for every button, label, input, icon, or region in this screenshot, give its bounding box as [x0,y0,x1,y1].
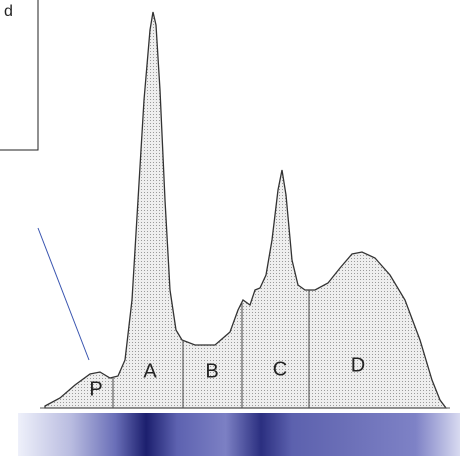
density-trace [45,12,446,408]
callout-text: d [4,3,13,20]
region-label: C [273,358,287,380]
region-label: A [143,360,157,382]
page: {"callout": {"text": "d"}, "regions": [{… [0,0,464,456]
callout-pointer [38,228,89,360]
gel-band [18,413,460,456]
densitometry-figure: d P A B C D [0,0,464,456]
region-label: B [205,360,218,382]
region-label: D [351,354,365,376]
callout-box [0,0,38,150]
region-label: P [89,378,102,400]
